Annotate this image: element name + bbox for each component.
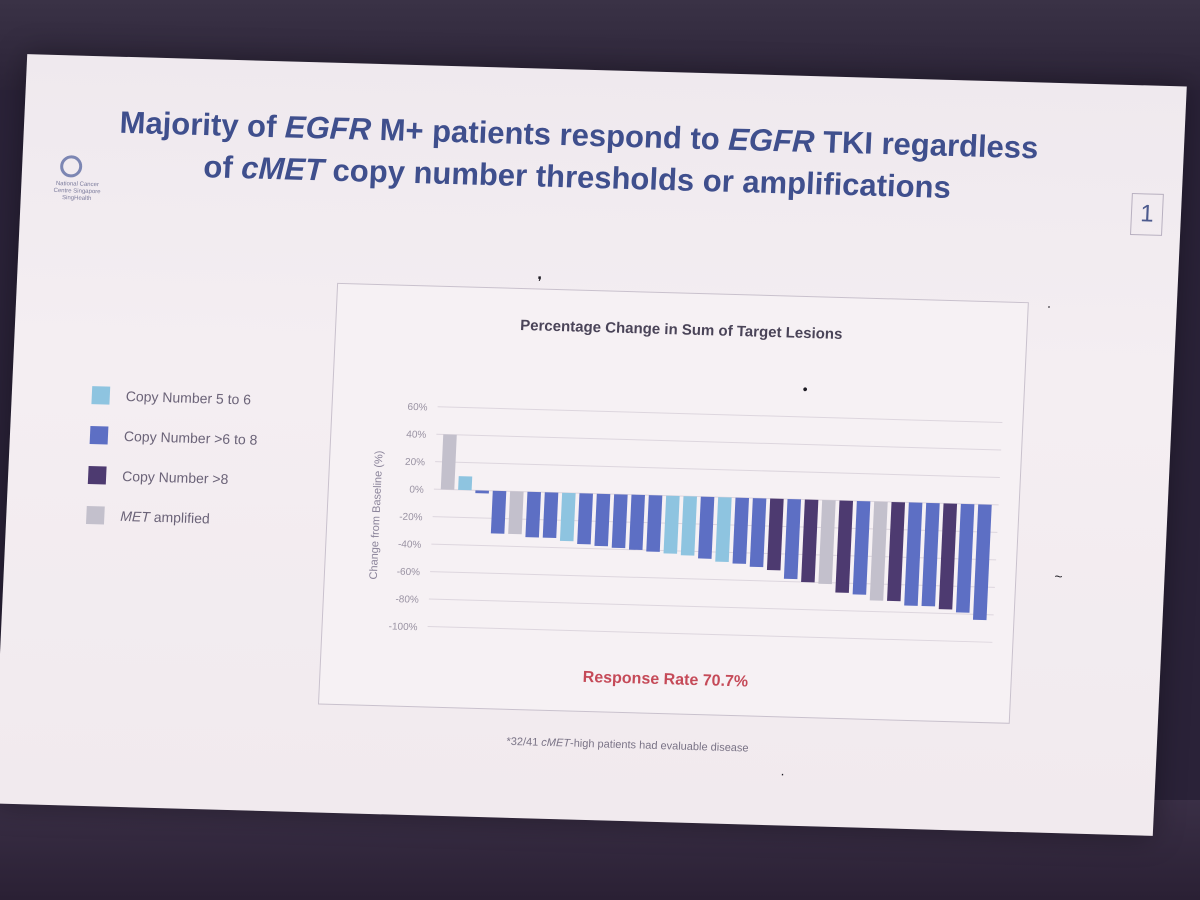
- bar-cn68: [783, 499, 802, 580]
- y-tick-label: -80%: [395, 594, 419, 606]
- presentation-slide: National Cancer Centre Singapore SingHealt…: [0, 54, 1187, 836]
- y-tick-label: -20%: [399, 512, 423, 524]
- legend-item-cn56: Copy Number 5 to 6: [90, 386, 332, 433]
- legend-item-amp: MET amplified: [85, 505, 327, 553]
- legend-swatch: [91, 386, 111, 405]
- legend-label-text: amplified: [149, 508, 211, 527]
- bar-cn68: [955, 503, 975, 613]
- legend-label: MET amplified: [120, 507, 210, 527]
- legend-label-italic: MET: [120, 507, 151, 525]
- footnote-part: -high patients had evaluable disease: [569, 737, 749, 755]
- y-axis-label: Change from Baseline (%): [368, 450, 386, 579]
- legend-label: Copy Number >8: [122, 467, 229, 488]
- bar-cn68: [732, 497, 750, 564]
- bar-cn68: [594, 493, 611, 547]
- legend-item-cn8: Copy Number >8: [87, 466, 329, 513]
- bar-amp: [440, 434, 457, 490]
- bar-amp: [818, 500, 836, 585]
- pen-mark: •: [802, 380, 808, 398]
- legend-label-text: Copy Number >8: [121, 467, 229, 487]
- bar-cn68: [611, 494, 628, 549]
- bar-cn8: [938, 503, 958, 610]
- y-tick-label: 60%: [407, 402, 428, 414]
- bar-cn8: [801, 499, 819, 583]
- footnote-part: cMET: [541, 736, 571, 750]
- bar-cn68: [475, 490, 489, 494]
- chart-legend: Copy Number 5 to 6 Copy Number >6 to 8 Cop…: [85, 386, 332, 553]
- bar-cn68: [577, 493, 593, 545]
- page-number-badge: 1: [1130, 193, 1164, 236]
- y-tick-label: -40%: [398, 539, 422, 551]
- bar-cn68: [525, 491, 541, 538]
- slide-title-part: cMET: [240, 150, 325, 188]
- y-tick-label: 20%: [405, 457, 426, 469]
- bar-cn56: [559, 492, 576, 542]
- pen-mark: ~: [1054, 568, 1064, 585]
- bar-cn68: [749, 498, 767, 568]
- bar-cn8: [835, 500, 854, 593]
- logo-mark-icon: [59, 155, 83, 178]
- bar-cn68: [972, 504, 992, 621]
- y-tick-label: -100%: [388, 621, 418, 633]
- legend-swatch: [87, 466, 107, 485]
- legend-label-text: Copy Number 5 to 6: [125, 388, 252, 408]
- bar-cn68: [921, 502, 940, 607]
- chart-frame: Percentage Change in Sum of Target Lesio…: [317, 282, 1029, 724]
- y-tick-label: 0%: [409, 484, 424, 495]
- gridline: [435, 461, 1000, 478]
- legend-label: Copy Number >6 to 8: [124, 427, 258, 449]
- slide-title-part: EGFR: [284, 109, 372, 147]
- bar-cn56: [680, 496, 698, 556]
- bar-cn68: [698, 496, 715, 559]
- gridline: [428, 598, 994, 616]
- bar-cn8: [887, 501, 906, 602]
- pen-mark: ❜: [537, 273, 543, 290]
- y-tick-label: 40%: [406, 429, 427, 441]
- bar-cn68: [490, 490, 507, 534]
- footnote-part: *32/41: [506, 735, 542, 749]
- bar-cn68: [646, 495, 663, 552]
- bar-cn68: [628, 494, 645, 551]
- waterfall-chart: 60% 40% 20% 0% -20% -40% -60% -80% -100% Change f…: [368, 402, 1003, 643]
- bar-cn56: [663, 495, 680, 554]
- legend-swatch: [85, 505, 105, 525]
- pen-mark: ·: [779, 765, 786, 782]
- slide-title: Majority of EGFR M+ patients respond to …: [101, 101, 1054, 211]
- bar-cn56: [715, 497, 732, 563]
- pen-mark: ·: [1046, 297, 1052, 314]
- slide-title-part: M+ patients respond to: [370, 111, 730, 157]
- legend-item-cn68: Copy Number >6 to 8: [89, 426, 331, 473]
- bar-cn68: [542, 492, 559, 538]
- footnote: *32/41 cMET-high patients had evaluable …: [506, 736, 906, 759]
- bar-cn68: [852, 500, 871, 595]
- bar-amp: [869, 501, 888, 601]
- bar-cn68: [904, 502, 923, 606]
- legend-label-text: Copy Number >6 to 8: [123, 427, 258, 448]
- bar-cn56: [458, 476, 473, 491]
- y-tick-label: -60%: [396, 567, 420, 579]
- bar-cn8: [766, 498, 784, 571]
- slide-title-part: EGFR: [727, 121, 816, 160]
- gridline: [436, 433, 1002, 451]
- bar-amp: [508, 491, 524, 535]
- gridline: [437, 406, 1003, 424]
- legend-swatch: [89, 426, 109, 445]
- slide-title-part: Majority of: [118, 104, 286, 145]
- gridline: [427, 626, 993, 643]
- legend-label: Copy Number 5 to 6: [125, 387, 251, 408]
